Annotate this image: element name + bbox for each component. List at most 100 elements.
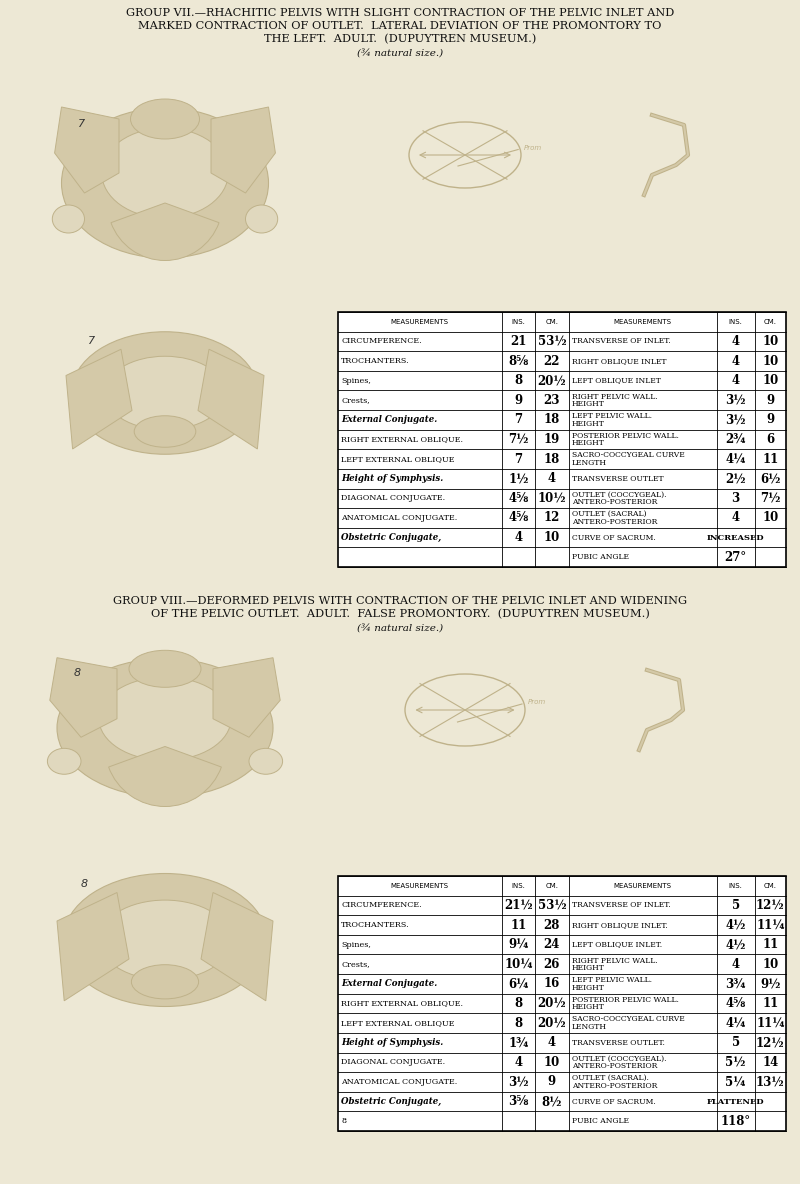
Text: LEFT EXTERNAL OBLIQUE: LEFT EXTERNAL OBLIQUE — [341, 455, 454, 463]
Text: LEFT EXTERNAL OBLIQUE: LEFT EXTERNAL OBLIQUE — [341, 1019, 454, 1027]
Ellipse shape — [47, 748, 81, 774]
Text: 4½: 4½ — [726, 919, 746, 932]
Text: TRANSVERSE OUTLET.: TRANSVERSE OUTLET. — [572, 1038, 665, 1047]
Text: 8: 8 — [81, 879, 88, 889]
Text: 8: 8 — [514, 1017, 522, 1030]
Text: INCREASED: INCREASED — [706, 534, 765, 541]
Ellipse shape — [105, 356, 226, 430]
Text: RIGHT OBLIQUE INLET.: RIGHT OBLIQUE INLET. — [572, 921, 667, 929]
Text: POSTERIOR PELVIC WALL.: POSTERIOR PELVIC WALL. — [572, 996, 678, 1004]
Text: 7½: 7½ — [760, 491, 781, 504]
Text: SACRO-COCCYGEAL CURVE: SACRO-COCCYGEAL CURVE — [572, 1016, 685, 1023]
Text: 24: 24 — [544, 938, 560, 951]
Text: 27°: 27° — [725, 551, 746, 564]
Text: FLATTENED: FLATTENED — [706, 1098, 765, 1106]
Text: 10: 10 — [762, 511, 778, 525]
Text: 118°: 118° — [721, 1114, 750, 1127]
Ellipse shape — [57, 658, 273, 797]
Text: ANATOMICAL CONJUGATE.: ANATOMICAL CONJUGATE. — [341, 514, 458, 522]
Text: OUTLET (SACRAL): OUTLET (SACRAL) — [572, 510, 646, 519]
Text: SACRO-COCCYGEAL CURVE: SACRO-COCCYGEAL CURVE — [572, 451, 685, 459]
Text: CURVE OF SACRUM.: CURVE OF SACRUM. — [572, 1098, 655, 1106]
Text: ANTERO-POSTERIOR: ANTERO-POSTERIOR — [572, 498, 657, 506]
Text: Crests,: Crests, — [341, 960, 370, 969]
Text: CIRCUMFERENCE.: CIRCUMFERENCE. — [341, 337, 422, 346]
Ellipse shape — [63, 874, 267, 1006]
Text: 13½: 13½ — [756, 1075, 785, 1088]
Ellipse shape — [246, 205, 278, 233]
Text: Obstetric Conjugate,: Obstetric Conjugate, — [341, 1098, 442, 1106]
Text: 3½: 3½ — [726, 394, 746, 407]
Text: TROCHANTERS.: TROCHANTERS. — [341, 358, 410, 365]
Text: 5: 5 — [731, 1036, 740, 1049]
Text: 4: 4 — [731, 374, 740, 387]
Text: CURVE OF SACRUM.: CURVE OF SACRUM. — [572, 534, 655, 541]
Text: External Conjugate.: External Conjugate. — [341, 979, 438, 989]
Ellipse shape — [99, 677, 231, 760]
Text: 11: 11 — [510, 919, 526, 932]
Ellipse shape — [129, 650, 201, 687]
Text: INS.: INS. — [729, 883, 742, 889]
Text: RIGHT PELVIC WALL.: RIGHT PELVIC WALL. — [572, 957, 658, 965]
Ellipse shape — [62, 108, 269, 258]
Ellipse shape — [102, 128, 228, 218]
Text: 10: 10 — [544, 1056, 560, 1069]
Text: 4¼: 4¼ — [726, 1017, 746, 1030]
Text: 3: 3 — [731, 491, 740, 504]
Text: RIGHT EXTERNAL OBLIQUE.: RIGHT EXTERNAL OBLIQUE. — [341, 436, 463, 444]
Bar — [338, 313, 786, 567]
Text: 4: 4 — [731, 335, 740, 348]
Text: 3¾: 3¾ — [726, 977, 746, 990]
Text: 11¼: 11¼ — [756, 919, 785, 932]
Wedge shape — [111, 202, 219, 260]
Text: ANTERO-POSTERIOR: ANTERO-POSTERIOR — [572, 517, 657, 526]
Text: 3½: 3½ — [508, 1075, 529, 1088]
Text: CM.: CM. — [546, 883, 558, 889]
Text: 14: 14 — [762, 1056, 778, 1069]
Text: DIAGONAL CONJUGATE.: DIAGONAL CONJUGATE. — [341, 1058, 445, 1067]
Text: 5: 5 — [731, 899, 740, 912]
Text: GROUP VII.—RHACHITIC PELVIS WITH SLIGHT CONTRACTION OF THE PELVIC INLET AND: GROUP VII.—RHACHITIC PELVIS WITH SLIGHT … — [126, 8, 674, 18]
Text: 7: 7 — [514, 413, 522, 426]
Polygon shape — [54, 107, 119, 193]
Text: 26: 26 — [544, 958, 560, 971]
Text: LENGTH: LENGTH — [572, 1023, 606, 1031]
Text: 7: 7 — [88, 336, 95, 346]
Text: INS.: INS. — [511, 318, 526, 324]
Text: Spines,: Spines, — [341, 940, 371, 948]
Text: 4½: 4½ — [726, 938, 746, 951]
Text: 19: 19 — [544, 433, 560, 446]
Text: HEIGHT: HEIGHT — [572, 964, 605, 972]
Bar — [338, 876, 786, 1131]
Text: 4¼: 4¼ — [726, 452, 746, 465]
Text: 12: 12 — [544, 511, 560, 525]
Ellipse shape — [52, 205, 85, 233]
Text: 9: 9 — [766, 413, 774, 426]
Ellipse shape — [71, 332, 258, 455]
Text: Prom: Prom — [524, 144, 542, 150]
Text: 10: 10 — [762, 958, 778, 971]
Text: TRANSVERSE OUTLET: TRANSVERSE OUTLET — [572, 475, 663, 483]
Polygon shape — [198, 349, 264, 449]
Polygon shape — [213, 657, 280, 738]
Polygon shape — [201, 893, 273, 1000]
Text: DIAGONAL CONJUGATE.: DIAGONAL CONJUGATE. — [341, 495, 445, 502]
Text: 4: 4 — [514, 1056, 522, 1069]
Text: (¾ natural size.): (¾ natural size.) — [357, 49, 443, 58]
Text: 8: 8 — [74, 668, 81, 678]
Ellipse shape — [130, 99, 199, 139]
Text: 4: 4 — [514, 532, 522, 545]
Text: ANTERO-POSTERIOR: ANTERO-POSTERIOR — [572, 1082, 657, 1089]
Polygon shape — [57, 893, 129, 1000]
Text: CM.: CM. — [546, 318, 558, 324]
Text: 28: 28 — [544, 919, 560, 932]
Text: 18: 18 — [544, 452, 560, 465]
Text: Crests,: Crests, — [341, 397, 370, 404]
Text: 10: 10 — [762, 354, 778, 367]
Text: 8½: 8½ — [542, 1095, 562, 1108]
Text: OUTLET (COCCYGEAL).: OUTLET (COCCYGEAL). — [572, 1055, 666, 1062]
Text: 7: 7 — [514, 452, 522, 465]
Text: MEASUREMENTS: MEASUREMENTS — [390, 883, 449, 889]
Text: 53½: 53½ — [538, 335, 566, 348]
Text: 1½: 1½ — [508, 472, 529, 485]
